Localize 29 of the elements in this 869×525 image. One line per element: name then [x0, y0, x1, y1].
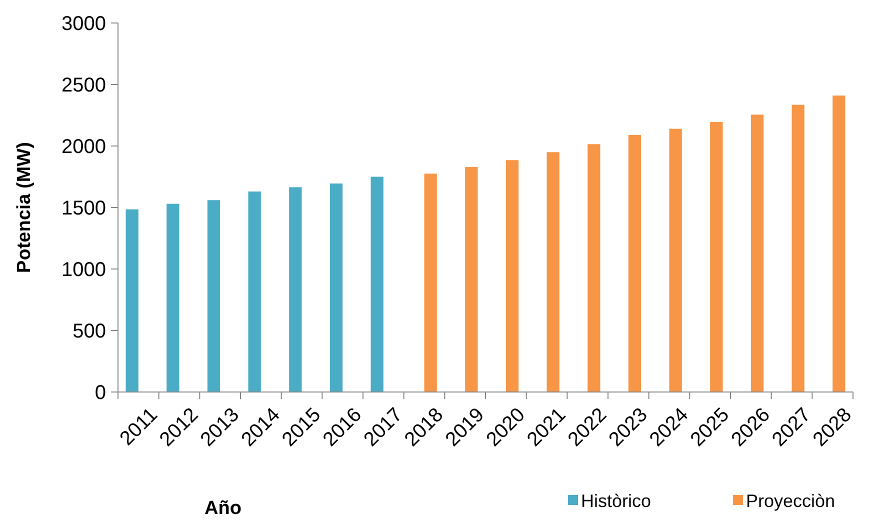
y-axis-title: Potencia (MW): [14, 142, 35, 273]
bar: [424, 174, 437, 392]
y-tick-label: 0: [94, 382, 106, 404]
legend-label: Proyecciòn: [746, 491, 836, 511]
y-tick-label: 1000: [62, 259, 106, 281]
bar: [669, 128, 682, 392]
bar: [710, 122, 723, 392]
bar: [370, 176, 384, 392]
bar: [330, 184, 343, 392]
bar: [792, 104, 804, 392]
bar: [546, 152, 560, 392]
y-tick-label: 1500: [62, 198, 106, 220]
y-tick-label: 2000: [62, 136, 106, 158]
y-tick-label: 500: [72, 320, 106, 342]
bar: [832, 96, 846, 392]
bar: [506, 160, 519, 392]
bar: [465, 166, 478, 392]
bar: [126, 209, 138, 392]
bar: [750, 114, 764, 392]
bar: [207, 200, 220, 392]
bar: [248, 192, 261, 392]
y-tick-label: 3000: [62, 13, 106, 35]
x-axis-title: Año: [204, 498, 242, 519]
bar: [588, 144, 600, 392]
bar: [289, 187, 302, 392]
bar: [628, 134, 642, 392]
legend-label: Històrico: [581, 491, 652, 511]
y-tick-label: 2500: [62, 74, 106, 96]
bar: [166, 204, 180, 392]
